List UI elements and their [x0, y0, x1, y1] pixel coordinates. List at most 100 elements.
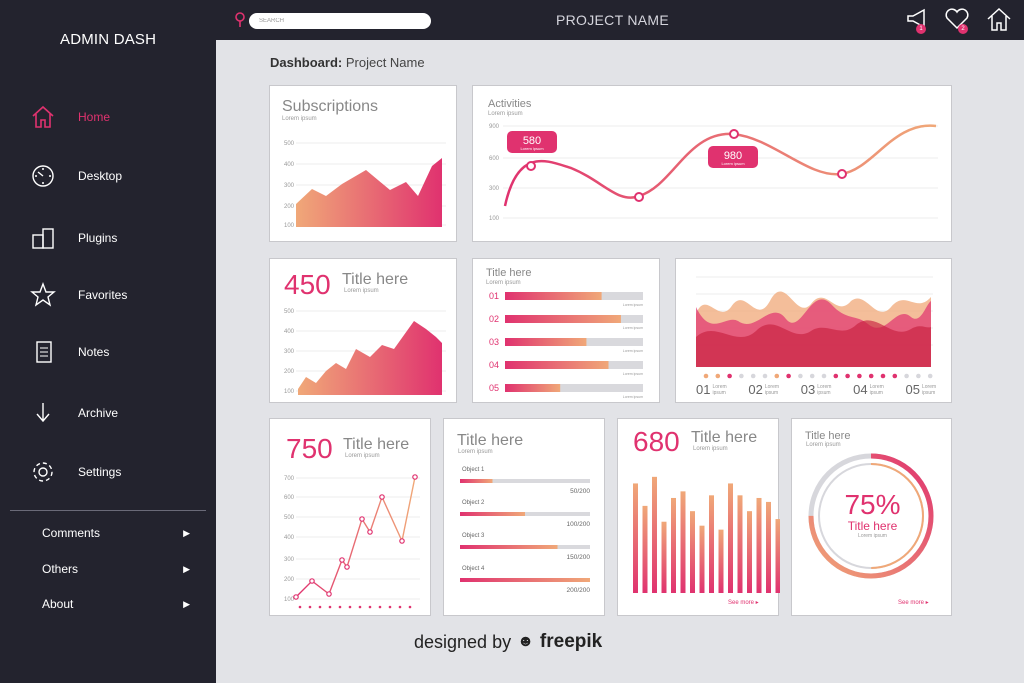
legend-item: 03 Lorem ipsum: [800, 382, 832, 397]
dot: [809, 373, 815, 379]
stat-680-card: 680 Title here Lorem ipsum See more ▸: [617, 418, 780, 616]
ranked-bars-chart: 01 Lorem ipsum 02 Lorem ipsum 03 Lorem ipsum 0…: [489, 291, 643, 399]
favorites-button[interactable]: 2: [943, 5, 971, 34]
card-title: Title here: [343, 436, 410, 453]
card-title: Title here: [691, 429, 758, 446]
line-series: [503, 124, 937, 207]
donut-inner-title: Title here: [847, 519, 898, 533]
svg-text:Lorem ipsum: Lorem ipsum: [721, 161, 745, 166]
footer-brand: freepik: [539, 631, 603, 652]
sidebar-item-desktop[interactable]: Desktop: [30, 161, 122, 191]
svg-text:500: 500: [284, 515, 295, 521]
bar: [652, 476, 657, 593]
dot: [798, 373, 803, 379]
sidebar: ADMIN DASH Home Desktop Plugins Favorite…: [0, 0, 216, 683]
objects-card: Title here Lorem ipsum Object 1 50/200 Obj…: [443, 418, 605, 616]
sidebar-sub-comments[interactable]: Comments ▶: [42, 526, 190, 540]
svg-text:500: 500: [284, 309, 295, 315]
svg-text:900: 900: [489, 124, 500, 130]
object-value: 50/200: [570, 488, 590, 495]
home-button[interactable]: [985, 5, 1013, 33]
card-title: Activities: [488, 98, 532, 110]
donut-percent: 75%: [844, 489, 901, 520]
subscriptions-card: Subscriptions Lorem ipsum 500 400 300 20…: [269, 85, 457, 242]
card-title: Subscriptions: [282, 98, 379, 115]
sidebar-sub-label: Comments: [42, 526, 101, 540]
sidebar-item-notes[interactable]: Notes: [30, 337, 109, 367]
footer-designed: designed by: [414, 631, 512, 652]
svg-text:100: 100: [284, 597, 295, 603]
search-input[interactable]: [249, 13, 431, 29]
wave-series-3: [696, 320, 931, 367]
stat-450-chart: 500 400 300 200 100: [284, 309, 446, 395]
sidebar-item-label: Notes: [78, 345, 110, 359]
bar: [690, 511, 695, 593]
svg-text:100: 100: [489, 216, 500, 222]
card-title: Title here: [805, 430, 851, 442]
notifications-button[interactable]: 1: [904, 5, 932, 34]
see-more-link[interactable]: See more ▸: [728, 600, 759, 606]
home-icon: [987, 7, 1011, 31]
bar: [699, 525, 705, 593]
sidebar-item-label: Archive: [78, 406, 119, 420]
bar-label: 05: [489, 383, 499, 393]
dot: [715, 373, 721, 379]
bar-fill: [505, 384, 561, 392]
sidebar-item-settings[interactable]: Settings: [30, 457, 121, 487]
object-label: Object 1: [462, 467, 485, 473]
sidebar-sub-about[interactable]: About ▶: [42, 597, 190, 611]
dot: [927, 373, 933, 379]
dot: [821, 373, 827, 379]
footer-credit: designed by ☻ freepik: [414, 631, 602, 653]
donut-chart: [808, 453, 934, 579]
donut-inner-subtitle: Lorem ipsum: [858, 533, 887, 539]
donut-inner-progress: [818, 463, 924, 569]
card-subtitle: Lorem ipsum: [344, 288, 379, 294]
svg-text:300: 300: [284, 349, 295, 355]
bar-label: 02: [489, 314, 499, 324]
bar: [747, 511, 752, 593]
tick-label: 200: [284, 204, 295, 210]
tick-label: 400: [284, 162, 295, 168]
location-pin-icon: [234, 12, 246, 33]
sidebar-sub-others[interactable]: Others ▶: [42, 562, 190, 576]
sidebar-item-home[interactable]: Home: [30, 102, 110, 132]
project-name: PROJECT NAME: [556, 12, 670, 28]
data-point: [729, 129, 739, 139]
bar: [737, 495, 743, 593]
gear-icon: [30, 457, 78, 487]
card-subtitle: Lorem ipsum: [806, 442, 841, 448]
see-more-link[interactable]: See more ▸: [898, 600, 929, 606]
dot: [857, 373, 862, 379]
card-subtitle: Lorem ipsum: [693, 446, 728, 452]
legend-item: 02 Lorem ipsum: [748, 382, 780, 397]
svg-text:300: 300: [284, 557, 295, 563]
callout-580: [507, 131, 557, 153]
sidebar-item-label: Favorites: [78, 288, 128, 302]
sidebar-item-plugins[interactable]: Plugins: [30, 223, 117, 253]
notifications-badge: 1: [916, 24, 926, 34]
object-fill: [460, 578, 590, 582]
dot: [833, 373, 839, 379]
object-label: Object 2: [462, 500, 485, 506]
bar-note: Lorem ipsum: [623, 395, 643, 399]
ranked-bars-card: Title here Lorem ipsum 01 Lorem ipsum 02 Lo…: [472, 258, 660, 403]
card-subtitle: Lorem ipsum: [486, 280, 521, 286]
card-title: Title here: [457, 432, 524, 449]
stat-680-bar-chart: [633, 476, 780, 593]
sidebar-item-label: Plugins: [78, 231, 118, 245]
card-title: Title here: [486, 267, 532, 279]
dot: [904, 373, 909, 379]
download-icon: [30, 398, 78, 428]
svg-text:400: 400: [284, 535, 295, 541]
dot: [727, 373, 732, 379]
legend-item: 05 Lorem ipsum: [905, 382, 937, 397]
stat-number: 750: [286, 433, 333, 464]
donut-card: Title here Lorem ipsum 75% Title here Lo…: [791, 418, 952, 616]
card-title: Title here: [342, 271, 409, 288]
sidebar-item-archive[interactable]: Archive: [30, 398, 118, 428]
sidebar-item-favorites[interactable]: Favorites: [30, 280, 127, 310]
line-series: [295, 476, 416, 598]
dot: [868, 373, 874, 379]
bar: [728, 483, 733, 593]
